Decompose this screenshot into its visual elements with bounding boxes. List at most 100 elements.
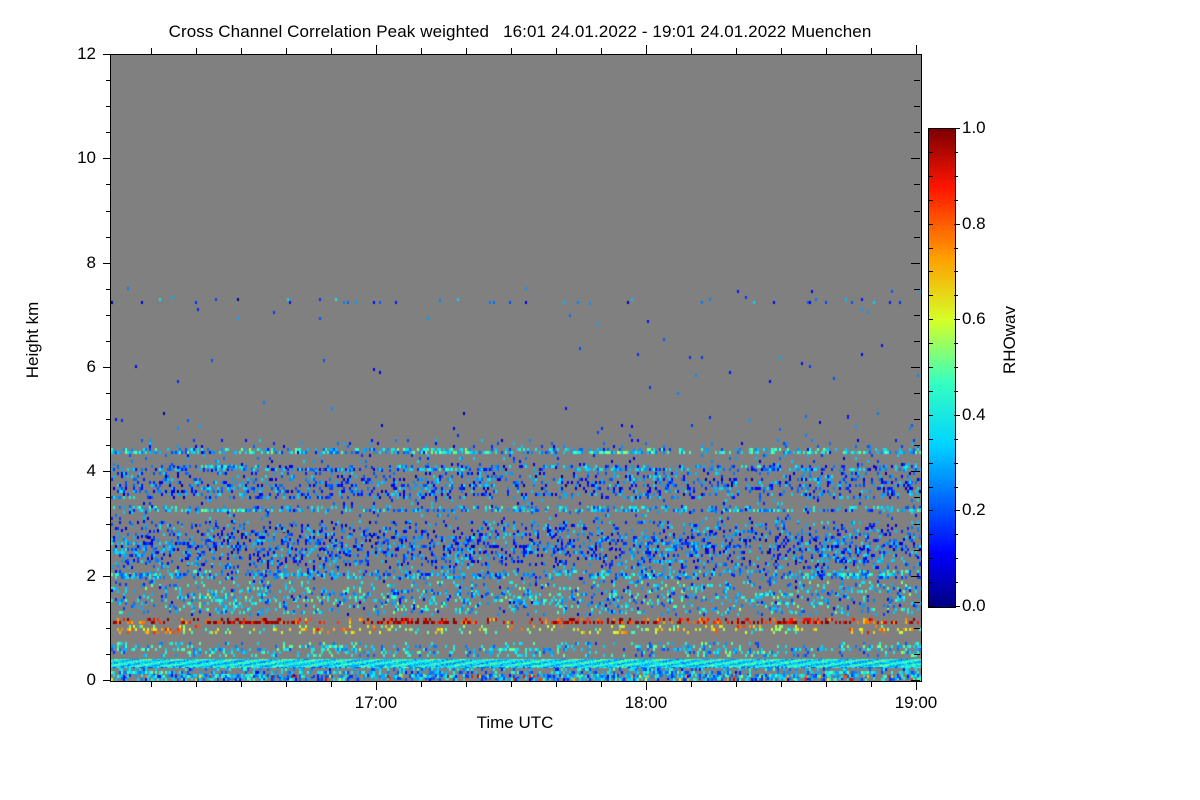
colorbar-tick-inner bbox=[928, 582, 933, 583]
x-tick-minor bbox=[736, 681, 737, 687]
y-tick-minor-right bbox=[914, 628, 920, 629]
colorbar-tick-label: 0.8 bbox=[962, 214, 986, 233]
y-tick-minor bbox=[106, 550, 111, 551]
x-tick-minor bbox=[781, 681, 782, 687]
y-tick-minor-right bbox=[914, 602, 920, 603]
x-tick-minor-top bbox=[241, 48, 242, 54]
y-tick-minor bbox=[106, 341, 111, 342]
colorbar-tick-inner bbox=[928, 463, 933, 464]
colorbar-tick-minor bbox=[954, 200, 958, 201]
colorbar bbox=[928, 128, 956, 608]
x-tick-minor bbox=[331, 681, 332, 687]
y-tick-minor-right bbox=[914, 80, 920, 81]
x-tick-minor bbox=[691, 681, 692, 687]
y-tick-major-right bbox=[911, 263, 920, 264]
y-tick-minor bbox=[106, 445, 111, 446]
colorbar-tick-inner bbox=[928, 128, 933, 129]
colorbar-tick-inner bbox=[928, 295, 933, 296]
y-tick-label: 12 bbox=[77, 44, 96, 63]
y-tick-minor-right bbox=[914, 184, 920, 185]
x-tick-minor bbox=[286, 681, 287, 687]
y-tick-major-right bbox=[911, 158, 920, 159]
x-tick-minor-top bbox=[511, 48, 512, 54]
y-tick-label: 10 bbox=[77, 148, 96, 167]
colorbar-tick-inner bbox=[928, 606, 933, 607]
colorbar-tick-minor bbox=[954, 534, 958, 535]
colorbar-tick-minor bbox=[954, 439, 958, 440]
y-tick-minor bbox=[106, 106, 111, 107]
colorbar-tick-minor bbox=[954, 295, 958, 296]
x-tick-minor-top bbox=[151, 48, 152, 54]
colorbar-tick-major bbox=[954, 415, 960, 416]
y-tick-minor bbox=[106, 80, 111, 81]
colorbar-tick-minor bbox=[954, 343, 958, 344]
y-tick-minor bbox=[106, 419, 111, 420]
x-tick-minor bbox=[871, 681, 872, 687]
x-tick-label: 19:00 bbox=[894, 693, 938, 712]
colorbar-tick-inner bbox=[928, 248, 933, 249]
colorbar-tick-minor bbox=[954, 391, 958, 392]
y-tick-major bbox=[103, 367, 111, 368]
page-title: Cross Channel Correlation Peak weighted 1… bbox=[0, 22, 1040, 42]
y-tick-minor bbox=[106, 628, 111, 629]
colorbar-tick-minor bbox=[954, 582, 958, 583]
y-tick-minor bbox=[106, 132, 111, 133]
x-tick-minor bbox=[151, 681, 152, 687]
colorbar-tick-inner bbox=[928, 319, 933, 320]
colorbar-tick-major bbox=[954, 606, 960, 607]
colorbar-tick-inner bbox=[928, 487, 933, 488]
y-tick-major-right bbox=[911, 367, 920, 368]
x-tick-major bbox=[916, 681, 917, 690]
x-tick-minor-top bbox=[601, 48, 602, 54]
colorbar-tick-label: 0.6 bbox=[962, 309, 986, 328]
x-tick-minor-top bbox=[736, 48, 737, 54]
x-tick-minor bbox=[556, 681, 557, 687]
y-tick-minor-right bbox=[914, 445, 920, 446]
colorbar-tick-inner bbox=[928, 176, 933, 177]
y-tick-minor bbox=[106, 211, 111, 212]
colorbar-tick-minor bbox=[954, 487, 958, 488]
colorbar-tick-inner bbox=[928, 558, 933, 559]
y-tick-major-right bbox=[911, 576, 920, 577]
colorbar-tick-minor bbox=[954, 176, 958, 177]
y-tick-major bbox=[103, 158, 111, 159]
x-tick-minor bbox=[466, 681, 467, 687]
y-tick-major bbox=[103, 263, 111, 264]
x-tick-minor bbox=[511, 681, 512, 687]
colorbar-tick-minor bbox=[954, 558, 958, 559]
y-tick-minor bbox=[106, 289, 111, 290]
colorbar-tick-inner bbox=[928, 510, 933, 511]
y-tick-minor-right bbox=[914, 419, 920, 420]
x-tick-minor bbox=[241, 681, 242, 687]
plot-area[interactable] bbox=[110, 54, 922, 682]
colorbar-tick-inner bbox=[928, 271, 933, 272]
y-tick-minor bbox=[106, 602, 111, 603]
y-tick-label: 0 bbox=[86, 670, 96, 689]
title-main: Cross Channel Correlation Peak weighted bbox=[168, 22, 490, 41]
y-tick-major bbox=[103, 54, 111, 55]
x-tick-minor-top bbox=[826, 48, 827, 54]
colorbar-tick-minor bbox=[954, 271, 958, 272]
colorbar-tick-major bbox=[954, 510, 960, 511]
x-tick-minor-top bbox=[691, 48, 692, 54]
x-tick-major-top bbox=[916, 45, 917, 54]
y-tick-major-right bbox=[911, 471, 920, 472]
x-tick-minor-top bbox=[331, 48, 332, 54]
y-tick-minor-right bbox=[914, 132, 920, 133]
y-tick-minor-right bbox=[914, 654, 920, 655]
colorbar-tick-inner bbox=[928, 152, 933, 153]
colorbar-tick-label: 1.0 bbox=[962, 118, 986, 137]
x-tick-label: 17:00 bbox=[354, 693, 398, 712]
y-tick-minor-right bbox=[914, 315, 920, 316]
colorbar-tick-inner bbox=[928, 415, 933, 416]
colorbar-tick-minor bbox=[954, 463, 958, 464]
colorbar-tick-label: 0.4 bbox=[962, 405, 986, 424]
y-tick-minor-right bbox=[914, 289, 920, 290]
colorbar-tick-inner bbox=[928, 200, 933, 201]
colorbar-tick-inner bbox=[928, 439, 933, 440]
y-tick-minor bbox=[106, 654, 111, 655]
y-tick-minor bbox=[106, 184, 111, 185]
colorbar-tick-inner bbox=[928, 224, 933, 225]
y-tick-minor-right bbox=[914, 524, 920, 525]
x-tick-major-top bbox=[646, 45, 647, 54]
